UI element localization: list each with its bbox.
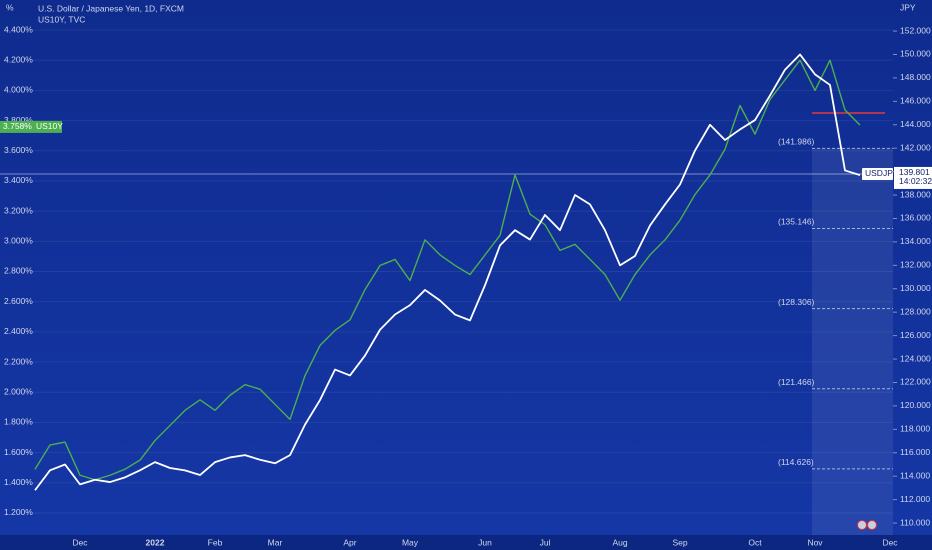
- fib-level-label: (114.626): [778, 457, 814, 467]
- y2-tick-label: 122.000: [900, 377, 931, 387]
- x-tick-label: Feb: [208, 537, 223, 547]
- x-tick-label: Oct: [748, 537, 762, 547]
- fib-level-label: (128.306): [778, 297, 815, 307]
- series-line: [34, 53, 861, 491]
- y-tick-label: 3.600%: [4, 145, 33, 155]
- series-line: [34, 59, 861, 481]
- y2-tick-label: 146.000: [900, 96, 931, 106]
- y-tick-label: 3.400%: [4, 175, 33, 185]
- y2-tick-label: 120.000: [900, 400, 931, 410]
- x-tick-label: Jul: [540, 537, 551, 547]
- price-tag-name-box: [862, 167, 893, 180]
- x-tick-label: Nov: [807, 537, 823, 547]
- event-icon: [857, 520, 867, 530]
- y2-tick-label: 126.000: [900, 330, 931, 340]
- y2-tick-label: 150.000: [900, 49, 931, 59]
- price-tag-time: 14:02:32: [899, 176, 932, 186]
- y2-tick-label: 132.000: [900, 260, 931, 270]
- y-tick-label: 3.200%: [4, 205, 33, 215]
- y-tick-label: 4.400%: [4, 24, 33, 34]
- y2-tick-label: 130.000: [900, 283, 931, 293]
- y-tick-label: 3.800%: [4, 115, 33, 125]
- chart-title: U.S. Dollar / Japanese Yen, 1D, FXCM: [38, 3, 184, 13]
- y2-axis-unit: JPY: [900, 2, 916, 12]
- y2-tick-label: 138.000: [900, 189, 931, 199]
- x-tick-label: Dec: [72, 537, 88, 547]
- x-tick-label: Apr: [343, 537, 356, 547]
- yield-tag-box: [0, 120, 62, 133]
- y2-tick-label: 144.000: [900, 119, 931, 129]
- y2-tick-label: 134.000: [900, 236, 931, 246]
- y-tick-label: 2.200%: [4, 356, 33, 366]
- y-tick-label: 2.800%: [4, 266, 33, 276]
- y-tick-label: 4.000%: [4, 85, 33, 95]
- price-tag-box: [894, 166, 932, 189]
- projection-zone: [812, 148, 893, 535]
- x-tick-label: Aug: [612, 537, 627, 547]
- y-tick-label: 2.000%: [4, 386, 33, 396]
- yield-tag-name: US10Y: [36, 121, 63, 131]
- fib-level-label: (121.466): [778, 377, 815, 387]
- y-tick-label: 2.400%: [4, 326, 33, 336]
- x-tick-label: May: [402, 537, 419, 547]
- fib-level-label: (135.146): [778, 217, 815, 227]
- y2-tick-label: 112.000: [900, 494, 930, 504]
- y-tick-label: 1.600%: [4, 447, 33, 457]
- y-tick-label: 1.200%: [4, 507, 33, 517]
- price-tag-value: 139.801: [899, 167, 930, 177]
- x-tick-label: Mar: [268, 537, 283, 547]
- y2-tick-label: 152.000: [900, 25, 931, 35]
- y-tick-label: 2.600%: [4, 296, 33, 306]
- event-icon: [867, 520, 877, 530]
- y2-tick-label: 128.000: [900, 306, 931, 316]
- y-tick-label: 1.800%: [4, 417, 33, 427]
- y2-tick-label: 110.000: [900, 517, 930, 527]
- y2-tick-label: 114.000: [900, 470, 930, 480]
- y-tick-label: 1.400%: [4, 477, 33, 487]
- x-tick-label: 2022: [146, 537, 165, 547]
- x-tick-label: Sep: [672, 537, 687, 547]
- y2-tick-label: 142.000: [900, 142, 931, 152]
- x-tick-label: Jun: [478, 537, 492, 547]
- x-tick-label: Dec: [882, 537, 898, 547]
- y2-tick-label: 136.000: [900, 213, 931, 223]
- y-axis-unit: %: [6, 2, 14, 12]
- y2-tick-label: 118.000: [900, 424, 930, 434]
- y2-tick-label: 124.000: [900, 353, 931, 363]
- y-tick-label: 4.200%: [4, 54, 33, 64]
- x-axis-band: [0, 535, 932, 550]
- y-tick-label: 3.000%: [4, 236, 33, 246]
- yield-tag-value: 3.758%: [3, 121, 32, 131]
- y2-tick-label: 116.000: [900, 447, 930, 457]
- chart-subtitle: US10Y, TVC: [38, 14, 85, 24]
- y2-tick-label: 148.000: [900, 72, 931, 82]
- fib-level-label: (141.986): [778, 137, 815, 147]
- price-tag-name: USDJPY: [865, 168, 899, 178]
